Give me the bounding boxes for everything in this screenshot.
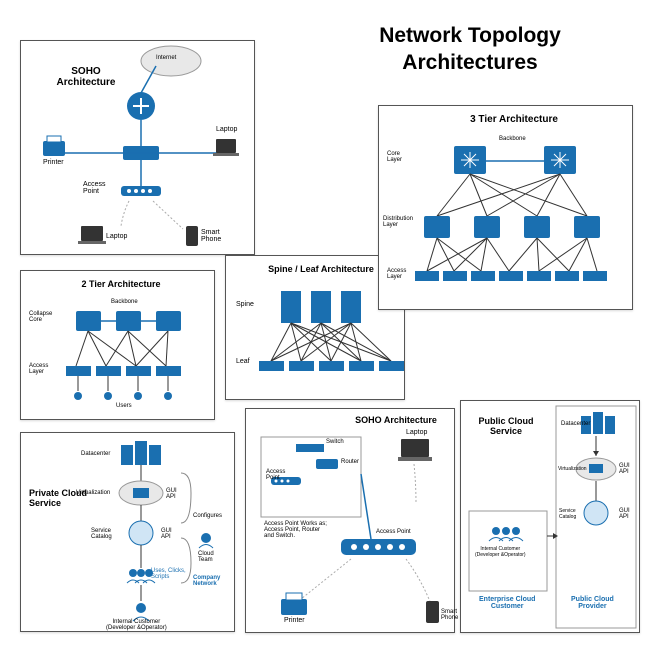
tier3-core: Core Layer <box>387 151 402 163</box>
priv-catalog: Service Catalog <box>91 528 112 540</box>
panel-tier2: 2 Tier Architecture Backbone Collapse Co… <box>20 270 215 420</box>
priv-dc: Datacenter <box>81 451 110 457</box>
tier3-access: Access Layer <box>387 268 406 280</box>
spine-lbl: Spine <box>236 301 254 308</box>
priv-uses: Uses, Clicks, Scripts <box>151 568 186 580</box>
priv-net: Company Network <box>193 575 220 587</box>
tier3-dist: Distribution Layer <box>383 216 413 228</box>
tier2-access: Access Layer <box>29 363 48 375</box>
soho1-ap: Access Point <box>83 181 106 195</box>
priv-customer: Internal Customer (Developer &Operator) <box>106 619 167 631</box>
pub-gui2: GUI API <box>619 508 630 520</box>
soho1-internet: Internet <box>156 55 176 61</box>
leaf-lbl: Leaf <box>236 358 250 365</box>
priv-virt: Virtualization <box>76 490 110 496</box>
tier2-collapse: Collapse Core <box>29 311 52 323</box>
pub-catalog: Service Catalog <box>559 508 576 520</box>
soho1-svg <box>21 41 256 256</box>
panel-public: Public Cloud Service Datacenter Virtuali… <box>460 400 640 633</box>
priv-conf: Configures <box>193 513 222 519</box>
panel-soho2: SOHO Architecture Switch Router Access P… <box>245 408 455 633</box>
page-title: Network Topology Architectures <box>310 22 630 77</box>
tier2-backbone: Backbone <box>111 299 138 305</box>
pub-internal: Internal Customer (Developer &Operator) <box>475 546 526 558</box>
soho2-printer: Printer <box>284 617 305 624</box>
soho2-ap: Access Point <box>266 469 285 481</box>
panel-tier3: 3 Tier Architecture Backbone C <box>378 105 633 310</box>
priv-team: Cloud Team <box>198 551 214 563</box>
panel-private: Private Cloud Service Datacenter Virtual… <box>20 432 235 632</box>
soho1-phone: Smart Phone <box>201 229 221 243</box>
soho2-phone: Smart Phone <box>441 609 458 621</box>
pub-dc: Datacenter <box>561 421 590 427</box>
soho2-switch: Switch <box>326 439 344 445</box>
tier2-users: Users <box>116 403 132 409</box>
priv-gui: GUI API <box>166 488 177 500</box>
pub-gui: GUI API <box>619 463 630 475</box>
soho1-printer: Printer <box>43 159 64 166</box>
soho2-laptop: Laptop <box>406 429 427 436</box>
soho2-ap2: Access Point <box>376 529 411 535</box>
tier3-backbone: Backbone <box>499 136 526 142</box>
soho2-router: Router <box>341 459 359 465</box>
priv-gui2: GUI API <box>161 528 172 540</box>
private-svg <box>21 433 236 633</box>
pub-virt: Virtualization <box>558 466 587 472</box>
tier2-svg <box>21 271 216 421</box>
panel-soho1: SOHO Architecture Internet Printer <box>20 40 255 255</box>
pub-enterprise: Enterprise Cloud Customer <box>479 596 535 610</box>
pub-provider: Public Cloud Provider <box>571 596 614 610</box>
soho2-note: Access Point Works as; Access Point, Rou… <box>264 521 327 539</box>
soho1-laptop2: Laptop <box>106 233 127 240</box>
soho1-laptop1: Laptop <box>216 126 237 133</box>
